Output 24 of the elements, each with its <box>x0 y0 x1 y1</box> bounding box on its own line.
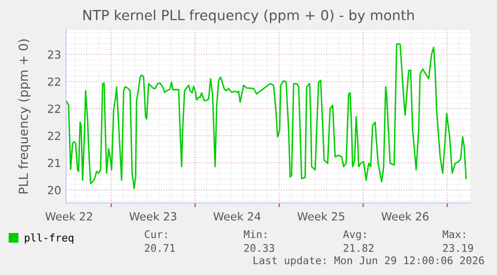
x-tick-label: Week 24 <box>213 212 261 221</box>
text: 20.33 <box>244 244 274 252</box>
y-axis-title: PLL frequency (ppm + 0) <box>18 39 30 194</box>
text: Avg: <box>343 230 366 240</box>
text: Last update: Mon Jun 29 12:00:06 2026 <box>254 256 484 266</box>
y-tick-label: 21 <box>48 158 60 168</box>
text: 20.71 <box>144 244 175 252</box>
x-tick-label: Week 25 <box>297 212 344 221</box>
text: Min: <box>244 230 266 238</box>
x-tick-label: Week 22 <box>45 212 92 221</box>
text: Max: <box>442 230 465 238</box>
y-tick-label: 22 <box>48 104 60 113</box>
y-tick-label: 22 <box>48 77 60 86</box>
chart-title: NTP kernel PLL frequency (ppm + 0) - by month <box>83 10 414 24</box>
y-tick-label: 23 <box>48 50 60 59</box>
line-series <box>66 43 467 190</box>
legend-label: pll-freq <box>24 234 74 244</box>
x-tick-label: Week 23 <box>129 212 176 221</box>
text: Cur: <box>144 230 167 238</box>
text: 23.19 <box>443 244 473 252</box>
text: 21.82 <box>344 244 374 252</box>
y-tick-label: 20 <box>48 186 60 194</box>
y-tick-label: 22 <box>48 132 60 140</box>
x-tick-label: Week 26 <box>381 212 429 221</box>
